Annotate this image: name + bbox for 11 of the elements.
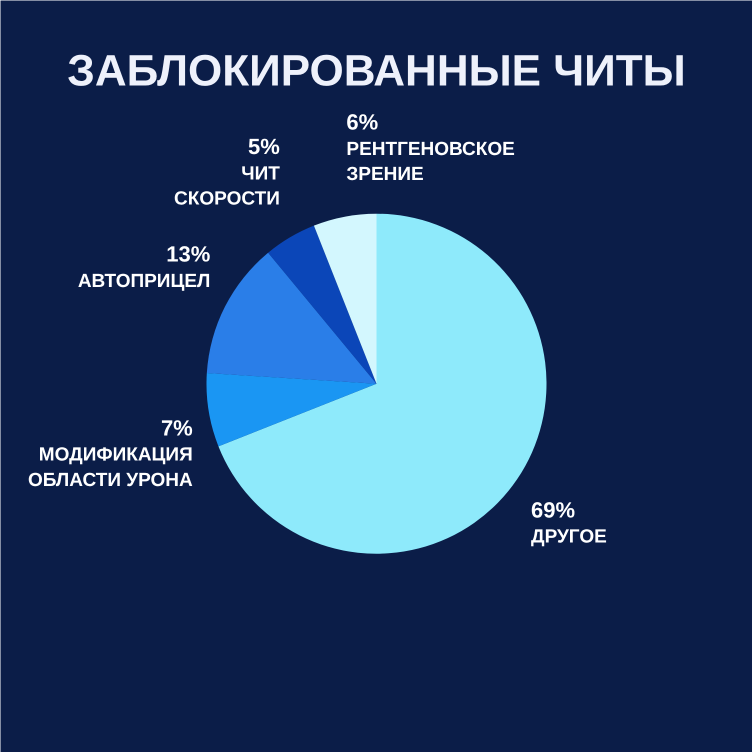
slice-label: ДРУГОЕ [531,526,607,548]
slice-label: ЧИТ СКОРОСТИ [174,164,280,210]
slice-label: МОДИФИКАЦИЯ ОБЛАСТИ УРОНА [28,444,194,491]
chart-title: ЗАБЛОКИРОВАННЫЕ ЧИТЫ [67,46,686,96]
data-label: 69% [531,497,576,522]
slice-label: АВТОПРИЦЕЛ [78,270,210,292]
data-label: 5% [248,134,280,160]
slice-label: РЕНТГЕНОВСКОЕ ЗРЕНИЕ [346,138,515,186]
data-label: 6% [346,110,378,135]
data-label: 7% [160,415,193,440]
data-label: 13% [166,242,210,267]
